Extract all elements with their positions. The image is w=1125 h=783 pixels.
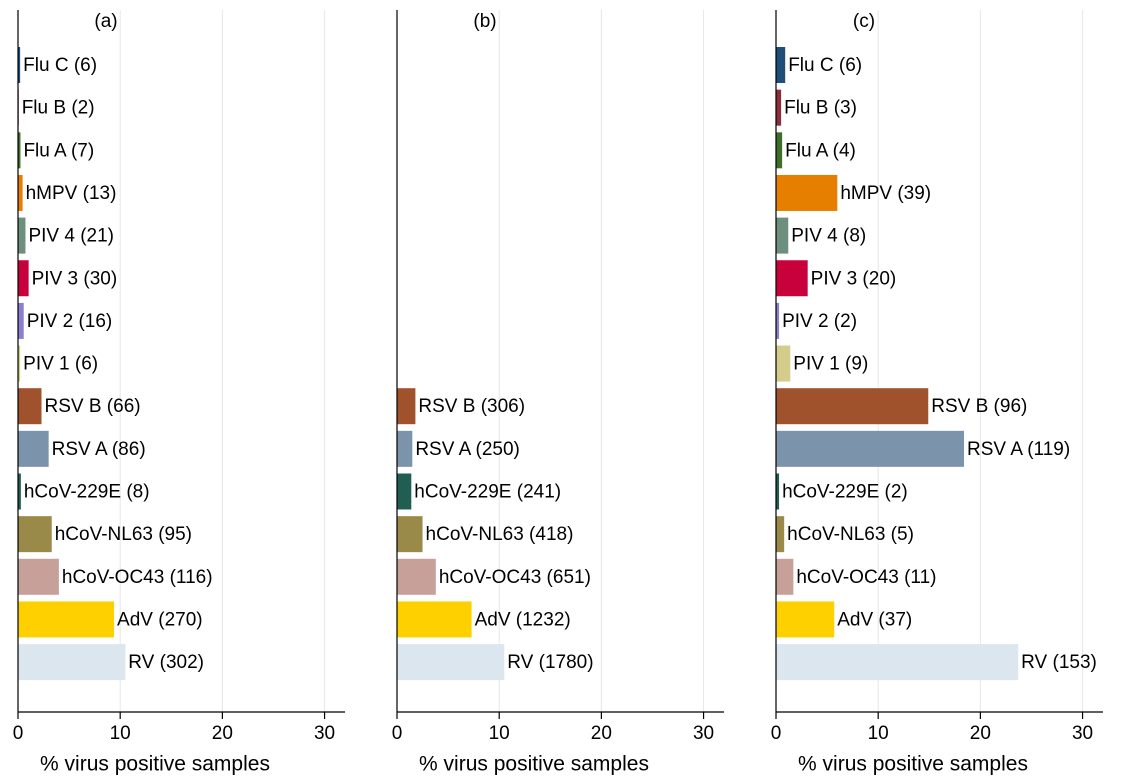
bar-label: hCoV-NL63 (95) [55, 524, 192, 545]
bar [776, 47, 786, 83]
bar-label: hCoV-229E (2) [782, 482, 908, 503]
x-tick-label: 0 [771, 723, 782, 744]
x-axis-label: % virus positive samples [40, 753, 270, 776]
bar-label: RSV B (96) [931, 396, 1027, 417]
bar [776, 430, 965, 467]
bar-label: hCoV-NL63 (5) [787, 524, 914, 545]
bar [397, 473, 412, 510]
x-tick-label: 0 [392, 723, 403, 744]
bar-label: PIV 1 (9) [793, 354, 868, 375]
bar [18, 174, 23, 211]
bar-label: PIV 3 (20) [811, 268, 897, 289]
bar [397, 430, 413, 467]
bar-label: RSV B (306) [418, 396, 525, 417]
bar [18, 601, 115, 638]
bar-label: hCoV-229E (8) [24, 482, 150, 503]
bar-label: hCoV-OC43 (651) [439, 567, 591, 588]
bar-label: Flu A (4) [785, 140, 856, 161]
bar [397, 601, 472, 638]
bar [18, 558, 59, 595]
x-tick-label: 20 [970, 723, 991, 744]
bar [18, 260, 29, 297]
x-tick-label: 20 [212, 723, 233, 744]
bar-label: hCoV-229E (241) [414, 482, 561, 503]
bar-label: Flu C (6) [23, 55, 97, 76]
bar [776, 302, 780, 339]
bar [397, 516, 423, 553]
bar [776, 601, 835, 638]
bar [776, 558, 794, 595]
x-tick-label: 10 [110, 723, 131, 744]
bar [776, 644, 1019, 681]
bar-label: PIV 4 (8) [791, 226, 866, 247]
panel-title: (c) [853, 11, 875, 32]
x-tick-label: 0 [13, 723, 24, 744]
bar-label: PIV 2 (16) [27, 311, 113, 332]
x-tick-label: 30 [693, 723, 714, 744]
bar [776, 217, 789, 254]
bar [18, 302, 24, 339]
bar [397, 644, 505, 681]
x-tick-label: 30 [314, 723, 335, 744]
x-tick-label: 30 [1072, 723, 1093, 744]
bar-label: hCoV-NL63 (418) [426, 524, 574, 545]
bar-label: hMPV (13) [26, 183, 117, 204]
x-tick-label: 10 [489, 723, 510, 744]
bar [18, 217, 26, 254]
bar [18, 132, 21, 169]
bar [18, 345, 21, 382]
bar-label: RSV A (86) [52, 439, 146, 460]
x-tick-label: 10 [868, 723, 889, 744]
x-axis-label: % virus positive samples [798, 753, 1028, 776]
bar [776, 345, 791, 382]
bar-label: Flu C (6) [788, 55, 862, 76]
bar-label: RV (1780) [507, 652, 593, 673]
panel-title: (b) [473, 11, 496, 32]
bar-label: PIV 4 (21) [28, 226, 114, 247]
bar-label: hCoV-OC43 (116) [62, 567, 213, 588]
bar [776, 89, 782, 126]
bar-label: AdV (270) [117, 609, 203, 630]
bar [776, 388, 929, 425]
bar [18, 516, 52, 553]
bar-label: PIV 3 (30) [32, 268, 118, 289]
bar [18, 473, 21, 510]
bar [776, 473, 780, 510]
bar [18, 47, 21, 83]
bar-label: PIV 1 (6) [23, 354, 98, 375]
bar-label: AdV (37) [837, 609, 912, 630]
bar-label: Flu B (2) [22, 98, 95, 119]
bar [18, 388, 42, 425]
bar [776, 516, 785, 553]
x-axis-label: % virus positive samples [419, 753, 649, 776]
bar [776, 132, 783, 169]
bar-label: RV (302) [128, 652, 204, 673]
bar-label: RSV B (66) [45, 396, 141, 417]
bar [18, 644, 126, 681]
bar-label: hCoV-OC43 (11) [796, 567, 936, 588]
panel-title: (a) [94, 11, 117, 32]
bar [397, 388, 416, 425]
bar-label: Flu B (3) [784, 98, 857, 119]
bar [776, 260, 808, 297]
bar [18, 430, 49, 467]
x-tick-label: 20 [591, 723, 612, 744]
bar-label: RSV A (119) [967, 439, 1070, 460]
bar-label: hMPV (39) [840, 183, 931, 204]
bar [397, 558, 436, 595]
bar [776, 174, 838, 211]
bar-label: PIV 2 (2) [782, 311, 857, 332]
bar-label: RSV A (250) [415, 439, 520, 460]
bar-label: Flu A (7) [23, 140, 94, 161]
bar-label: AdV (1232) [475, 609, 571, 630]
bar-label: RV (153) [1021, 652, 1097, 673]
